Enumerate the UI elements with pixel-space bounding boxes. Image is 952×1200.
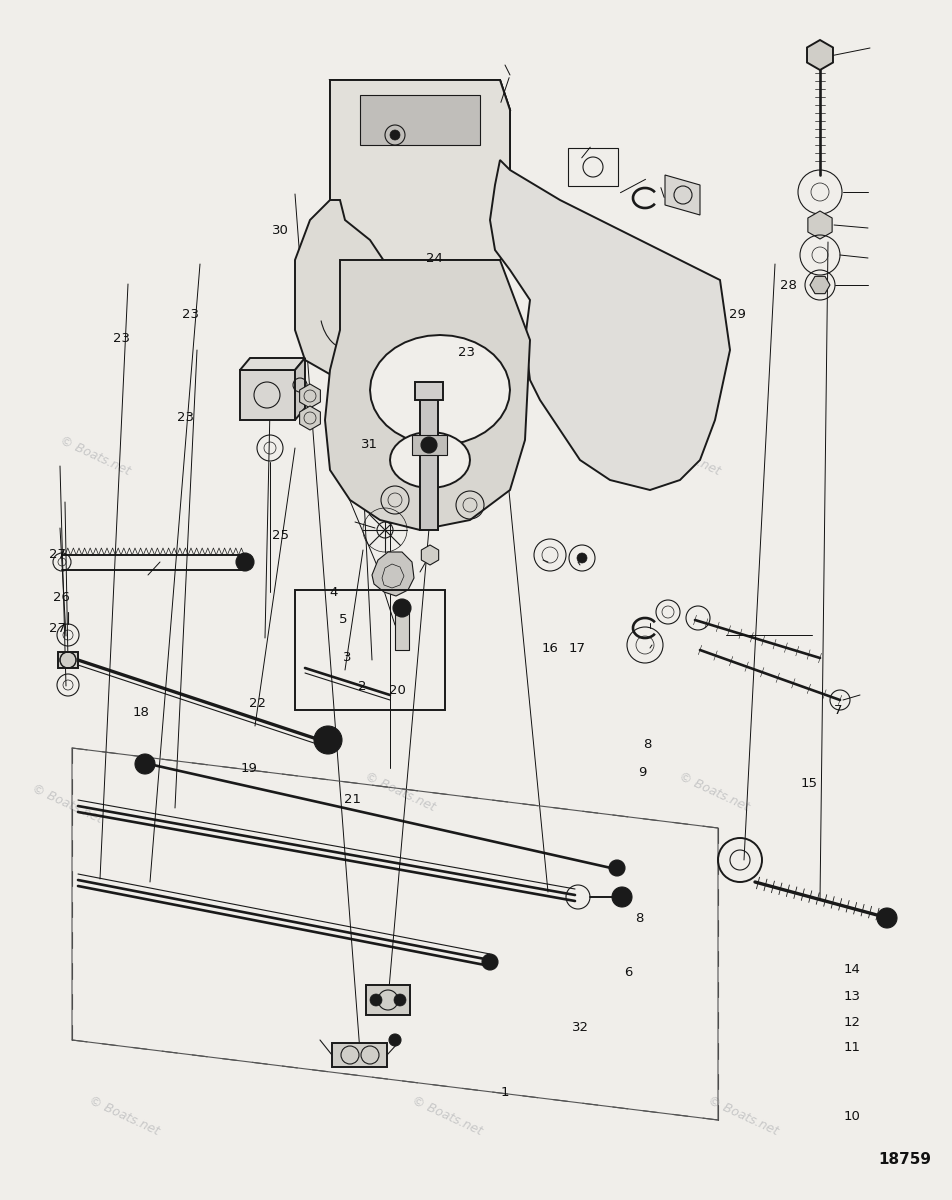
Polygon shape bbox=[330, 80, 340, 250]
Bar bbox=[395, 610, 409, 650]
Circle shape bbox=[612, 887, 632, 907]
Circle shape bbox=[135, 754, 155, 774]
Text: 26: 26 bbox=[53, 592, 70, 604]
Polygon shape bbox=[295, 200, 395, 380]
Text: 16: 16 bbox=[542, 642, 559, 654]
Text: © Boats.net: © Boats.net bbox=[677, 770, 751, 814]
Text: 14: 14 bbox=[843, 964, 861, 976]
Bar bbox=[415, 382, 443, 400]
Text: 6: 6 bbox=[625, 966, 632, 978]
Circle shape bbox=[394, 994, 406, 1006]
Polygon shape bbox=[490, 160, 730, 490]
Circle shape bbox=[390, 130, 400, 140]
Text: 1: 1 bbox=[501, 1086, 508, 1098]
Text: 23: 23 bbox=[182, 308, 199, 320]
Bar bbox=[568, 148, 618, 186]
Text: 19: 19 bbox=[241, 762, 258, 774]
Bar bbox=[360, 95, 480, 145]
Text: 21: 21 bbox=[344, 793, 361, 805]
Text: 10: 10 bbox=[843, 1110, 861, 1122]
Text: 20: 20 bbox=[389, 684, 407, 696]
Text: 29: 29 bbox=[729, 308, 746, 320]
Text: 24: 24 bbox=[426, 252, 443, 264]
Polygon shape bbox=[330, 80, 510, 110]
Polygon shape bbox=[422, 545, 439, 565]
Text: 3: 3 bbox=[344, 652, 351, 664]
Bar bbox=[412, 434, 447, 455]
Text: 8: 8 bbox=[636, 912, 644, 924]
Polygon shape bbox=[300, 384, 321, 408]
Polygon shape bbox=[300, 406, 321, 430]
Polygon shape bbox=[808, 211, 832, 239]
Bar bbox=[420, 390, 438, 530]
Circle shape bbox=[482, 954, 498, 970]
Polygon shape bbox=[665, 175, 700, 215]
Text: 23: 23 bbox=[458, 347, 475, 359]
Text: 13: 13 bbox=[843, 990, 861, 1002]
Polygon shape bbox=[390, 432, 470, 488]
Text: 2: 2 bbox=[358, 680, 366, 692]
Circle shape bbox=[236, 553, 254, 571]
Text: © Boats.net: © Boats.net bbox=[30, 782, 104, 826]
Circle shape bbox=[577, 553, 587, 563]
Text: 23: 23 bbox=[113, 332, 130, 344]
Text: © Boats.net: © Boats.net bbox=[58, 434, 132, 478]
Polygon shape bbox=[240, 358, 305, 370]
Circle shape bbox=[314, 726, 342, 754]
Text: © Boats.net: © Boats.net bbox=[648, 434, 723, 478]
Text: © Boats.net: © Boats.net bbox=[363, 770, 437, 814]
Text: 18759: 18759 bbox=[879, 1152, 931, 1168]
Circle shape bbox=[389, 1034, 401, 1046]
Text: 8: 8 bbox=[644, 738, 651, 750]
Bar bbox=[240, 370, 295, 420]
Polygon shape bbox=[807, 40, 833, 70]
Text: 32: 32 bbox=[572, 1021, 589, 1033]
Text: 27: 27 bbox=[49, 623, 66, 635]
Text: 11: 11 bbox=[843, 1042, 861, 1054]
Polygon shape bbox=[810, 276, 830, 294]
Polygon shape bbox=[325, 260, 530, 530]
Polygon shape bbox=[370, 335, 510, 445]
Text: 4: 4 bbox=[329, 587, 337, 599]
Text: 30: 30 bbox=[272, 224, 289, 236]
Bar bbox=[332, 1043, 387, 1067]
Text: 27: 27 bbox=[49, 548, 66, 560]
Text: © Boats.net: © Boats.net bbox=[382, 434, 456, 478]
Polygon shape bbox=[500, 80, 510, 250]
Circle shape bbox=[877, 908, 897, 928]
Polygon shape bbox=[372, 552, 414, 596]
Text: © Boats.net: © Boats.net bbox=[87, 1094, 161, 1138]
Text: 25: 25 bbox=[272, 529, 289, 541]
Text: 5: 5 bbox=[339, 613, 347, 625]
Text: © Boats.net: © Boats.net bbox=[705, 1094, 780, 1138]
Text: 17: 17 bbox=[568, 642, 585, 654]
Bar bbox=[295, 590, 445, 710]
Bar bbox=[366, 985, 410, 1015]
Text: 28: 28 bbox=[780, 280, 797, 292]
Text: 31: 31 bbox=[361, 438, 378, 450]
Circle shape bbox=[421, 437, 437, 452]
Text: © Boats.net: © Boats.net bbox=[410, 1094, 485, 1138]
Text: 7: 7 bbox=[834, 704, 842, 716]
Circle shape bbox=[370, 994, 382, 1006]
Polygon shape bbox=[330, 80, 510, 260]
Text: 22: 22 bbox=[248, 697, 266, 709]
Bar bbox=[58, 652, 78, 668]
Text: 12: 12 bbox=[843, 1016, 861, 1028]
Text: 18: 18 bbox=[132, 707, 149, 719]
Polygon shape bbox=[295, 358, 305, 420]
Text: 23: 23 bbox=[177, 412, 194, 424]
Text: 9: 9 bbox=[639, 767, 646, 779]
Circle shape bbox=[393, 599, 411, 617]
Circle shape bbox=[609, 860, 625, 876]
Text: 15: 15 bbox=[801, 778, 818, 790]
